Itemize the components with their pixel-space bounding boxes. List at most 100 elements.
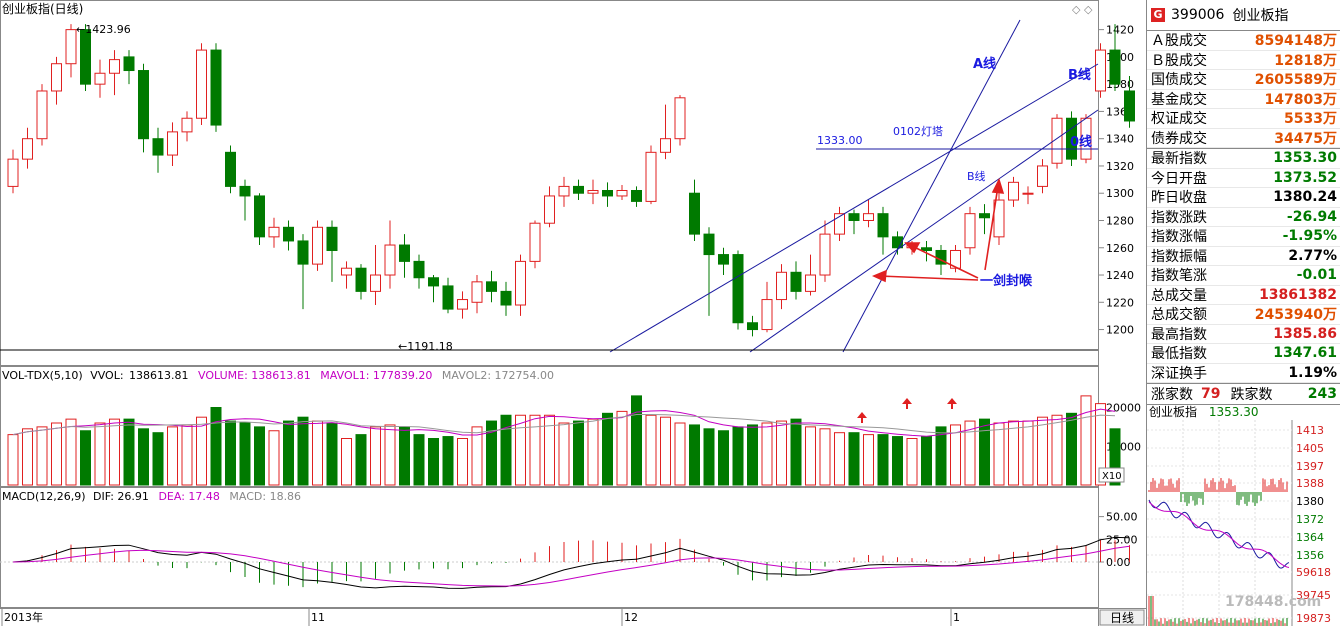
volume-bar (573, 420, 584, 486)
candle-body (1066, 117, 1077, 160)
volume-bar (413, 434, 425, 486)
stat-label: Ａ股成交 (1151, 33, 1207, 50)
stat-row: 指数笔涨 -0.01 (1147, 266, 1340, 286)
price-tick-label: 1240 (1106, 269, 1134, 282)
volume-unit: X10 (1102, 471, 1122, 482)
volume-bar (457, 438, 468, 486)
b-trend-line (609, 63, 1099, 353)
stat-value: 1347.61 (1273, 345, 1337, 362)
volume-bar (1037, 416, 1048, 486)
volume-bar (674, 422, 686, 486)
candle-body (616, 189, 628, 197)
volume-bar (65, 418, 77, 486)
stat-value: 5533万 (1284, 111, 1337, 128)
tower-label: 0102灯塔 (893, 125, 943, 138)
stat-row: 今日开盘 1373.52 (1147, 169, 1340, 188)
decline-label: 跌家数 (1230, 387, 1273, 403)
candle-body (326, 226, 338, 251)
volume-bar (602, 412, 613, 486)
volume-bar (370, 426, 381, 486)
period-button[interactable] (1099, 609, 1145, 626)
stat-row: 权证成交 5533万 (1147, 109, 1340, 129)
candle-body (573, 185, 584, 194)
stat-row: Ｂ股成交 12818万 (1147, 51, 1340, 70)
volume-bar (1022, 420, 1034, 486)
price-panel-title: 创业板指(日线) (2, 1, 83, 16)
candle-body (631, 189, 642, 202)
index-stats: 最新指数 1353.30 今日开盘 1373.52 昨日收盘 1380.24 指数涨跌 -26… (1147, 148, 1340, 383)
macd-tick-label: 50.00 (1106, 511, 1138, 524)
volume-bar (1080, 395, 1092, 486)
mini-tick-label: 1372 (1296, 513, 1324, 526)
panel-close-icon[interactable]: ◇ (1084, 3, 1093, 16)
volume-bar (529, 414, 541, 486)
candle-body (428, 277, 439, 287)
level-label: 1333.00 (817, 134, 863, 147)
volume-bar (442, 436, 454, 486)
candle-body (761, 299, 773, 331)
stat-row: 总成交额 2453940万 (1147, 305, 1340, 325)
volume-bar (805, 426, 816, 486)
index-name: 创业板指 (1232, 8, 1289, 24)
candle-body (747, 322, 758, 331)
stat-row: Ａ股成交 8594148万 (1147, 31, 1340, 51)
stat-row: 指数振幅 2.77% (1147, 247, 1340, 266)
candle-body (993, 199, 1005, 238)
kline-chart: 创业板指(日线) ◇ ◇ 142014001380136013401320130… (0, 0, 1146, 626)
mini-tick-label: 1380 (1296, 495, 1324, 508)
candle-body (515, 260, 526, 306)
sword-label: 一剑封喉 (980, 273, 1033, 289)
volume-bar (297, 416, 309, 486)
candle-body (790, 271, 802, 292)
volume-bar (109, 418, 120, 486)
quote-sidebar: G 399006 创业板指 Ａ股成交 8594148万 Ｂ股成交 12818万 国债成交… (1146, 0, 1340, 626)
stat-label: 总成交量 (1151, 287, 1207, 304)
candle-body (500, 290, 512, 306)
stat-label: 国债成交 (1151, 72, 1207, 89)
x-label-11: 11 (311, 611, 325, 624)
candle-body (674, 97, 686, 140)
stat-label: 债券成交 (1151, 130, 1207, 147)
high-marker: ←1423.96 (76, 23, 131, 36)
stat-value: 2453940万 (1254, 307, 1337, 324)
volume-bar (950, 424, 961, 486)
stat-row: 深证换手 1.19% (1147, 364, 1340, 383)
candle-body (355, 267, 367, 292)
candle-body (283, 226, 294, 242)
mini-avg-line (1148, 501, 1290, 568)
volume-bar (993, 422, 1005, 486)
panel-toggle-icon[interactable]: ◇ (1072, 3, 1081, 16)
volume-bar (587, 418, 599, 486)
volume-panel-header: VOL-TDX(5,10) VVOL: 138613.81 VOLUME: 13… (2, 369, 554, 382)
candle-body (210, 49, 222, 126)
price-tick-label: 1340 (1106, 133, 1134, 146)
candle-body (1051, 117, 1063, 164)
stat-label: 最低指数 (1151, 346, 1207, 363)
mini-tick-label: 1397 (1296, 460, 1324, 473)
volume-bar (428, 438, 439, 486)
candle-body (457, 299, 468, 310)
candle-body (152, 138, 164, 156)
candle-body (892, 236, 903, 249)
macd-panel-header: MACD(12,26,9) DIF: 26.91 DEA: 17.48 MACD… (2, 490, 301, 503)
volume-bar (486, 420, 497, 486)
mini-tick-label: 1388 (1296, 477, 1324, 490)
low-marker: ←1191.18 (398, 340, 453, 353)
volume-bar (558, 422, 570, 486)
stat-row: 昨日收盘 1380.24 (1147, 188, 1340, 208)
advance-label: 涨家数 (1151, 387, 1193, 403)
volume-bar (689, 424, 700, 486)
candle-body (1109, 49, 1121, 85)
volume-bar (631, 395, 642, 486)
volume-bars (7, 395, 1121, 486)
stat-label: 今日开盘 (1151, 170, 1207, 187)
x-axis: 2013年 11 12 1 (1, 609, 960, 626)
period-button-label: 日线 (1110, 611, 1134, 625)
market-badge: G (1151, 8, 1165, 22)
macd-tick-label: 25.00 (1106, 533, 1138, 546)
x-label-1: 1 (953, 611, 960, 624)
stat-row: 指数涨幅 -1.95% (1147, 227, 1340, 247)
macd-y-axis: 50.00 25.00 0.00 (1098, 511, 1138, 569)
candle-body (384, 244, 396, 276)
candle-body (138, 70, 149, 140)
